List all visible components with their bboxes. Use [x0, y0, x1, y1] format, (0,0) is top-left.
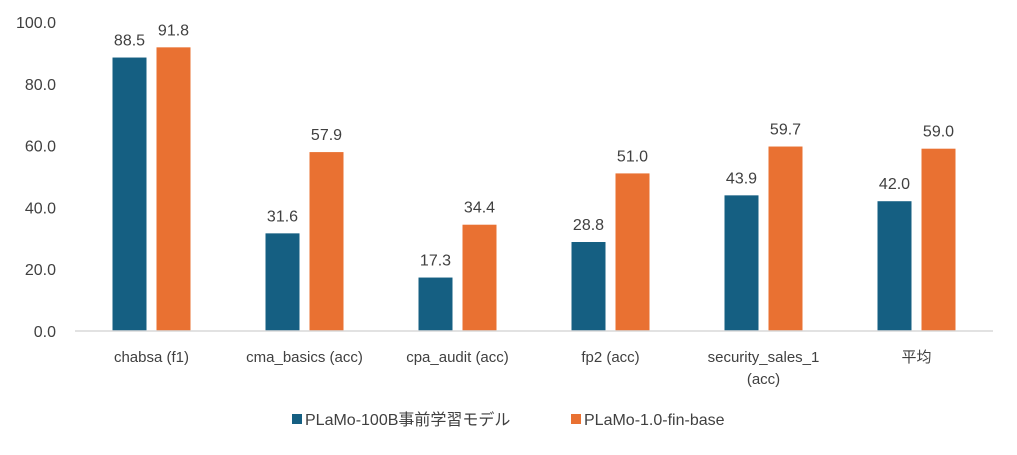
- data-label: 31.6: [267, 208, 298, 225]
- bar: [724, 195, 759, 331]
- bar: [768, 146, 803, 331]
- bar: [921, 148, 956, 331]
- bar: [418, 277, 453, 331]
- data-label: 43.9: [726, 170, 757, 187]
- data-label: 57.9: [311, 127, 342, 144]
- y-axis: 0.0 20.0 40.0 60.0 80.0 100.0: [16, 15, 56, 341]
- x-tick-label: security_sales_1 (acc): [708, 349, 820, 388]
- x-axis: chabsa (f1) cma_basics (acc) cpa_audit (ac…: [114, 349, 932, 388]
- legend-label: PLaMo-1.0-fin-base: [584, 412, 725, 429]
- x-tick-label: fp2 (acc): [581, 349, 639, 366]
- x-tick-label: cma_basics (acc): [246, 349, 363, 366]
- x-tick-label: chabsa (f1): [114, 349, 189, 366]
- bar: [156, 47, 191, 331]
- data-label: 91.8: [158, 22, 189, 39]
- data-label: 59.7: [770, 122, 801, 139]
- bars: 88.5 91.8 31.6 57.9 17.3 34.4 28.8 51.0 43.9 59.7…: [112, 22, 956, 331]
- y-tick-label: 40.0: [25, 200, 56, 217]
- x-tick-label: 平均: [901, 349, 931, 366]
- bar: [615, 173, 650, 331]
- bar: [462, 224, 497, 331]
- bar: [112, 57, 147, 331]
- data-label: 59.0: [923, 124, 954, 141]
- legend: PLaMo-100B事前学習モデル PLaMo-1.0-fin-base: [292, 410, 725, 429]
- y-tick-label: 60.0: [25, 139, 56, 156]
- data-label: 34.4: [464, 200, 495, 217]
- data-label: 51.0: [617, 148, 648, 165]
- bar: [877, 201, 912, 331]
- legend-label: PLaMo-100B事前学習モデル: [305, 410, 510, 429]
- data-label: 28.8: [573, 217, 604, 234]
- data-label: 88.5: [114, 33, 145, 50]
- y-tick-label: 100.0: [16, 15, 56, 32]
- legend-swatch: [571, 414, 581, 424]
- bar: [265, 233, 300, 331]
- bar: [309, 152, 344, 331]
- legend-swatch: [292, 414, 302, 424]
- y-tick-label: 80.0: [25, 77, 56, 94]
- bar: [571, 242, 606, 331]
- x-tick-label: cpa_audit (acc): [406, 349, 509, 366]
- data-label: 42.0: [879, 176, 910, 193]
- data-label: 17.3: [420, 253, 451, 270]
- y-tick-label: 0.0: [34, 324, 56, 341]
- y-tick-label: 20.0: [25, 262, 56, 279]
